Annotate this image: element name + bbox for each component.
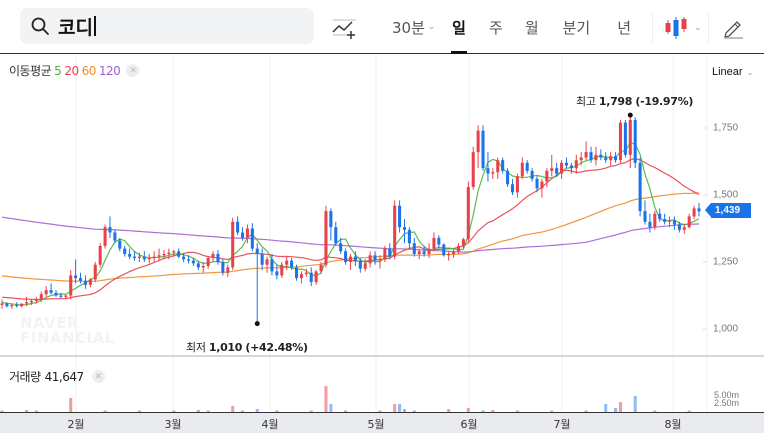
tab-30min-label: 30분 bbox=[392, 18, 425, 37]
y-tick-label: 1,000 bbox=[713, 323, 739, 335]
x-tick-label: 7월 bbox=[553, 418, 571, 431]
high-prefix: 최고 bbox=[576, 95, 596, 108]
high-price-annotation: 최고 1,798 (-19.97%) bbox=[576, 93, 693, 109]
close-icon[interactable]: ✕ bbox=[126, 64, 140, 77]
ma120-label: 120 bbox=[98, 63, 121, 78]
x-tick-label: 5월 bbox=[367, 418, 385, 431]
tab-quarter-label: 분기 bbox=[562, 18, 591, 37]
chart-toolbar: 코디 30분 ⌄ 일 주 월 분기 년 bbox=[0, 0, 764, 54]
add-indicator-button[interactable] bbox=[330, 14, 358, 40]
stock-search-input[interactable]: 코디 bbox=[20, 8, 314, 44]
ma60-label: 60 bbox=[81, 63, 97, 78]
watermark: NAVER FINANCIAL bbox=[20, 316, 115, 346]
x-tick-label: 8월 bbox=[664, 418, 682, 431]
y-tick-label: 1,250 bbox=[713, 256, 739, 268]
x-axis: 2월 3월 4월 5월 6월 7월 8월 bbox=[0, 412, 764, 433]
close-icon[interactable]: ✕ bbox=[91, 370, 105, 383]
tab-quarter[interactable]: 분기 bbox=[563, 0, 591, 54]
tab-30min[interactable]: 30분 ⌄ bbox=[392, 0, 444, 54]
watermark-line2: FINANCIAL bbox=[20, 329, 115, 347]
tab-day-label: 일 bbox=[452, 18, 466, 37]
search-icon bbox=[31, 17, 49, 35]
price-chart[interactable] bbox=[0, 55, 764, 412]
ma20-label: 20 bbox=[64, 63, 79, 78]
period-tabs: 30분 ⌄ 일 주 월 분기 년 bbox=[392, 0, 631, 54]
chart-indicator-add-icon bbox=[332, 19, 356, 39]
low-price-annotation: 최저 1,010 (+42.48%) bbox=[186, 339, 308, 355]
ma-label: 이동평균 bbox=[9, 64, 52, 78]
chevron-down-icon: ⌄ bbox=[694, 21, 702, 32]
tab-year-label: 년 bbox=[617, 18, 632, 37]
current-price-tag: 1,439 bbox=[705, 203, 751, 218]
tab-month-label: 월 bbox=[524, 18, 539, 37]
tab-day[interactable]: 일 bbox=[451, 0, 467, 54]
high-value: 1,798 bbox=[598, 95, 633, 108]
x-tick-label: 4월 bbox=[261, 418, 279, 431]
x-tick-label: 6월 bbox=[460, 418, 478, 431]
search-query: 코디 bbox=[58, 16, 93, 39]
low-change: (+42.48%) bbox=[245, 341, 308, 354]
tab-week-label: 주 bbox=[489, 18, 503, 37]
volume-legend: 거래량 41,647 ✕ bbox=[9, 368, 105, 385]
low-prefix: 최저 bbox=[186, 341, 206, 354]
y-tick-label: 1,750 bbox=[713, 122, 739, 134]
volume-value: 41,647 bbox=[44, 369, 85, 384]
moving-average-legend: 이동평균 5 20 60 120 ✕ bbox=[9, 62, 142, 79]
scale-label: Linear bbox=[712, 66, 743, 78]
high-change: (-19.97%) bbox=[635, 95, 694, 108]
text-cursor bbox=[93, 16, 96, 36]
toolbar-divider bbox=[652, 14, 653, 42]
tab-month[interactable]: 월 bbox=[525, 0, 539, 54]
tab-week[interactable]: 주 bbox=[489, 0, 503, 54]
volume-y-tick: 2.50m bbox=[714, 398, 740, 408]
chevron-down-icon: ⌄ bbox=[427, 22, 436, 32]
x-tick-label: 3월 bbox=[164, 418, 182, 431]
ma5-label: 5 bbox=[54, 63, 62, 78]
volume-label: 거래량 bbox=[9, 370, 41, 384]
volume-y-tick: 5.00m bbox=[714, 390, 740, 400]
tab-year[interactable]: 년 bbox=[617, 0, 631, 54]
candlestick-icon bbox=[665, 17, 687, 39]
low-value: 1,010 bbox=[208, 341, 243, 354]
chevron-down-icon: ⌄ bbox=[746, 67, 754, 77]
y-tick-label: 1,500 bbox=[713, 189, 739, 201]
scale-dropdown[interactable]: Linear ⌄ bbox=[712, 66, 753, 78]
draw-tool-button[interactable] bbox=[720, 14, 746, 40]
watermark-line1: NAVER bbox=[20, 314, 80, 332]
pencil-icon bbox=[724, 21, 743, 39]
x-tick-label: 2월 bbox=[67, 418, 85, 431]
chart-type-dropdown[interactable]: ⌄ bbox=[664, 14, 702, 40]
toolbar-divider bbox=[708, 14, 709, 42]
